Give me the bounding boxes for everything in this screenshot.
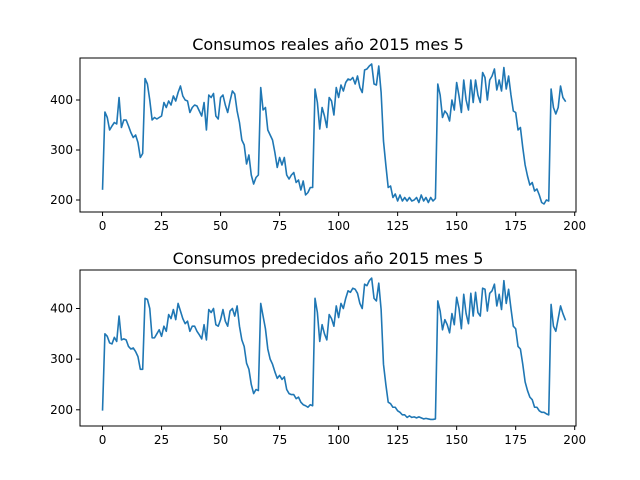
- x-tick-label: 125: [386, 433, 409, 447]
- y-tick-label: 200: [50, 403, 73, 417]
- x-tick-label: 50: [213, 433, 228, 447]
- x-tick-label: 0: [99, 433, 107, 447]
- x-tick-label: 25: [154, 219, 169, 233]
- x-tick-label: 75: [272, 219, 287, 233]
- x-tick-label: 0: [99, 219, 107, 233]
- chart-title-top: Consumos reales año 2015 mes 5: [192, 35, 464, 54]
- y-tick-label: 300: [50, 143, 73, 157]
- x-tick-label: 200: [563, 433, 586, 447]
- ticks-top: 0 25 50 75 100 125 150 175 200 200 300 400: [50, 93, 586, 233]
- y-tick-label: 400: [50, 301, 73, 315]
- series-line-bottom: [101, 277, 567, 421]
- x-tick-label: 50: [213, 219, 228, 233]
- ticks-bottom: 0 25 50 75 100 125 150 175 200 200 300 400: [50, 301, 586, 447]
- x-tick-label: 100: [327, 219, 350, 233]
- y-tick-label: 300: [50, 352, 73, 366]
- chart-top: Consumos reales año 2015 mes 5 0 25 50 75 10…: [50, 35, 586, 233]
- y-tick-label: 200: [50, 193, 73, 207]
- x-tick-label: 25: [154, 433, 169, 447]
- plot-frame-bottom: [79, 269, 577, 427]
- chart-bottom: Consumos predecidos año 2015 mes 5 0 25 50…: [50, 249, 586, 447]
- x-tick-label: 75: [272, 433, 287, 447]
- x-tick-label: 150: [445, 433, 468, 447]
- x-tick-label: 175: [504, 219, 527, 233]
- x-tick-label: 100: [327, 433, 350, 447]
- series-line-top: [101, 63, 567, 205]
- chart-title-bottom: Consumos predecidos año 2015 mes 5: [173, 249, 484, 268]
- x-tick-label: 200: [563, 219, 586, 233]
- x-tick-label: 150: [445, 219, 468, 233]
- plot-frame-top: [79, 57, 577, 213]
- x-tick-label: 125: [386, 219, 409, 233]
- x-tick-label: 175: [504, 433, 527, 447]
- y-tick-label: 400: [50, 93, 73, 107]
